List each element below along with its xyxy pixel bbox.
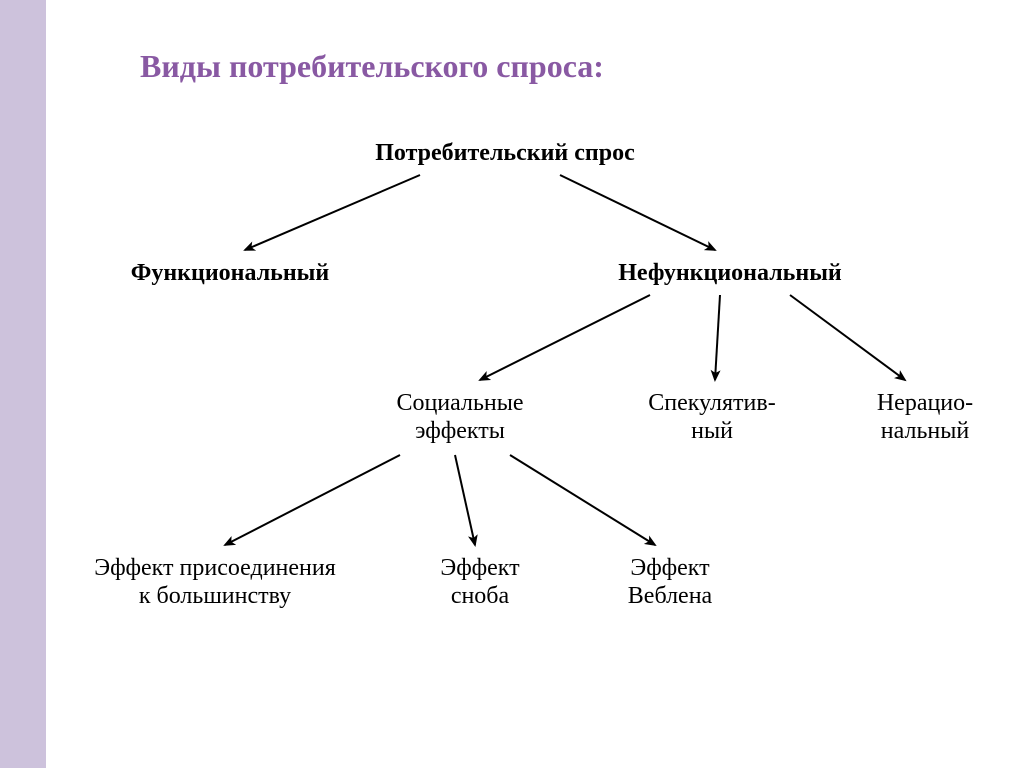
slide-title: Виды потребительского спроса: [140, 48, 604, 85]
diagram-arrows [0, 0, 1024, 768]
diagram-node-soc: Социальные эффекты [360, 390, 560, 445]
diagram-node-nonf: Нефункциональный [580, 260, 880, 288]
diagram-node-snob: Эффект сноба [405, 555, 555, 610]
diagram-arrow-3 [715, 295, 720, 380]
diagram-node-vebl: Эффект Веблена [590, 555, 750, 610]
diagram-arrow-1 [560, 175, 715, 250]
diagram-arrow-5 [225, 455, 400, 545]
diagram-node-band: Эффект присоединения к большинству [60, 555, 370, 610]
diagram-arrow-6 [455, 455, 475, 545]
diagram-arrow-7 [510, 455, 655, 545]
diagram-arrow-2 [480, 295, 650, 380]
diagram-arrow-0 [245, 175, 420, 250]
diagram-arrow-4 [790, 295, 905, 380]
diagram-node-func: Функциональный [100, 260, 360, 288]
diagram-node-spec: Спекулятив- ный [612, 390, 812, 445]
diagram-node-irr: Нерацио- нальный [840, 390, 1010, 445]
slide: Виды потребительского спроса: Потребител… [0, 0, 1024, 768]
diagram-node-root: Потребительский спрос [345, 140, 665, 168]
slide-sidebar [0, 0, 48, 768]
